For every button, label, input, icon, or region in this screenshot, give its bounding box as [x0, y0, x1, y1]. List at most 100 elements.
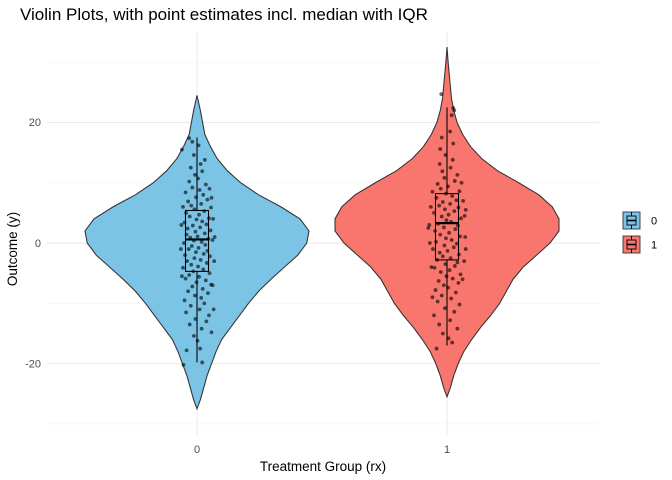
data-point-group-0	[201, 192, 206, 197]
data-point-group-1	[438, 147, 443, 151]
data-point-group-0	[198, 225, 203, 230]
data-point-group-0	[187, 136, 192, 141]
data-point-group-0	[198, 162, 203, 166]
data-point-group-0	[198, 346, 203, 351]
data-point-group-1	[456, 280, 461, 285]
data-point-group-0	[188, 303, 193, 308]
data-point-group-1	[426, 226, 431, 230]
data-point-group-1	[446, 336, 451, 341]
data-point-group-1	[462, 214, 467, 218]
y-axis-title: Outcome (y)	[5, 212, 20, 286]
data-point-group-0	[201, 252, 206, 256]
data-point-group-0	[186, 247, 191, 251]
data-point-group-0	[188, 235, 193, 240]
data-point-group-0	[190, 185, 195, 190]
data-point-group-0	[196, 143, 201, 148]
data-point-group-1	[460, 277, 465, 282]
data-point-group-0	[194, 217, 199, 222]
data-point-group-1	[457, 189, 462, 194]
data-point-group-0	[202, 231, 207, 236]
data-point-group-0	[183, 276, 188, 281]
data-point-group-1	[432, 265, 437, 270]
data-point-group-1	[436, 279, 441, 283]
data-point-group-0	[183, 190, 188, 195]
data-point-group-0	[196, 264, 200, 269]
data-point-group-0	[185, 259, 190, 264]
data-point-group-1	[458, 234, 462, 239]
data-point-group-1	[450, 157, 455, 162]
data-point-group-0	[195, 338, 200, 343]
data-point-group-1	[428, 204, 433, 209]
legend: 01	[622, 211, 657, 254]
data-point-group-1	[432, 313, 436, 318]
data-point-group-0	[181, 362, 186, 367]
data-point-group-1	[459, 180, 464, 185]
data-point-group-0	[181, 265, 185, 270]
data-point-group-1	[449, 220, 454, 224]
data-point-group-1	[463, 235, 468, 239]
legend-label-0: 0	[651, 216, 657, 228]
data-point-group-1	[459, 216, 463, 221]
legend-entry-1: 1	[622, 235, 657, 254]
data-point-group-0	[199, 201, 204, 206]
data-point-group-0	[205, 197, 210, 202]
data-point-group-0	[197, 307, 202, 312]
data-point-group-1	[430, 295, 435, 300]
data-point-group-1	[451, 106, 456, 110]
data-point-group-0	[191, 269, 196, 274]
data-point-group-1	[442, 243, 447, 248]
data-point-group-1	[440, 169, 445, 174]
data-point-group-0	[190, 284, 195, 289]
data-point-group-1	[439, 135, 444, 140]
chart-title: Violin Plots, with point estimates incl.…	[20, 5, 428, 24]
data-point-group-0	[207, 271, 212, 276]
data-point-group-1	[434, 346, 439, 351]
data-point-group-1	[453, 290, 458, 295]
data-point-group-1	[449, 238, 454, 242]
data-point-group-0	[205, 248, 210, 253]
data-point-group-0	[198, 258, 203, 262]
data-point-group-1	[452, 309, 457, 314]
data-point-group-1	[448, 165, 453, 170]
data-point-group-0	[197, 274, 201, 279]
data-point-group-1	[450, 340, 455, 345]
data-point-group-0	[200, 169, 205, 174]
axes: -20 0 20 0 1	[25, 117, 450, 456]
data-point-group-0	[193, 293, 197, 298]
data-point-group-0	[181, 204, 185, 209]
data-point-group-1	[438, 232, 443, 237]
data-point-group-0	[202, 157, 207, 162]
data-point-group-0	[189, 203, 194, 208]
y-tick-label: -20	[25, 358, 41, 370]
data-point-group-1	[437, 162, 442, 166]
data-point-group-0	[200, 219, 205, 224]
data-point-group-0	[208, 228, 213, 233]
data-point-group-1	[453, 227, 458, 232]
data-point-group-0	[192, 256, 197, 261]
data-point-group-0	[209, 195, 214, 200]
data-point-group-0	[192, 207, 197, 212]
data-point-group-0	[182, 241, 186, 245]
x-tick-label: 0	[194, 444, 200, 456]
data-point-group-0	[203, 182, 208, 187]
violins	[84, 47, 560, 411]
data-point-group-1	[437, 203, 442, 208]
data-point-group-0	[204, 261, 209, 265]
data-point-group-0	[196, 245, 201, 250]
data-point-group-0	[189, 244, 194, 248]
data-point-group-1	[446, 184, 450, 189]
data-point-group-0	[195, 234, 200, 239]
legend-entry-0: 0	[622, 211, 657, 230]
data-point-group-0	[186, 199, 191, 204]
data-point-group-0	[191, 238, 196, 243]
data-point-group-1	[447, 268, 452, 273]
data-point-group-0	[199, 239, 204, 244]
data-point-group-1	[431, 247, 435, 251]
data-point-group-0	[194, 250, 198, 254]
data-point-group-0	[208, 254, 212, 259]
data-point-group-1	[445, 248, 450, 253]
data-point-group-1	[443, 306, 447, 311]
data-point-group-1	[443, 207, 447, 212]
data-point-group-0	[206, 236, 211, 241]
